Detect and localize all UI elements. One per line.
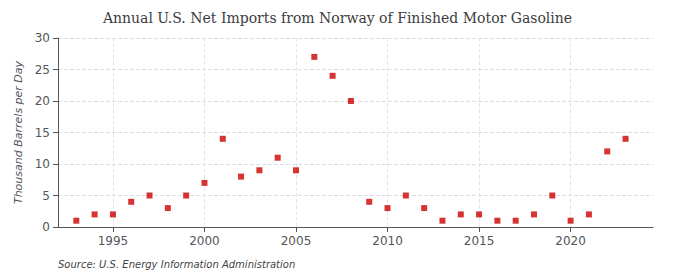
svg-text:2015: 2015 [464,234,495,248]
svg-text:Annual U.S. Net Imports from N: Annual U.S. Net Imports from Norway of F… [102,10,572,26]
svg-text:20: 20 [35,94,50,108]
svg-text:0: 0 [42,220,50,234]
svg-text:2005: 2005 [281,234,312,248]
svg-text:10: 10 [35,157,50,171]
svg-text:15: 15 [35,126,50,140]
svg-text:25: 25 [35,63,50,77]
svg-text:2020: 2020 [555,234,586,248]
svg-text:Source: U.S. Energy Informatio: Source: U.S. Energy Information Administ… [58,259,295,270]
svg-text:5: 5 [42,189,50,203]
svg-text:2000: 2000 [189,234,220,248]
svg-text:1995: 1995 [98,234,129,248]
svg-text:2010: 2010 [372,234,403,248]
svg-text:30: 30 [35,31,50,45]
svg-text:Thousand Barrels per Day: Thousand Barrels per Day [12,60,25,204]
